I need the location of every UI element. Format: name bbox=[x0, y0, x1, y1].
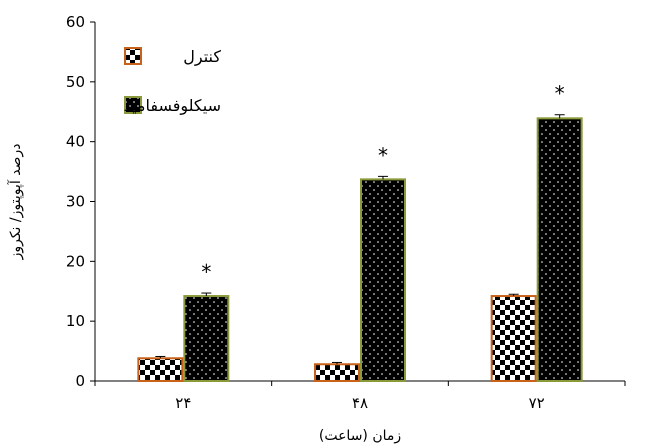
y-ticks: 0 10 20 30 40 50 60 bbox=[66, 13, 95, 390]
legend: کنترل سیکلوفسفامید bbox=[124, 47, 221, 116]
y-tick-label: 20 bbox=[66, 252, 85, 270]
significance-marker: * bbox=[201, 260, 211, 284]
bar bbox=[490, 295, 537, 382]
bar bbox=[183, 295, 230, 382]
y-tick-label: 0 bbox=[75, 372, 85, 390]
y-tick-label: 30 bbox=[66, 193, 85, 211]
error-bars bbox=[155, 114, 565, 365]
bar bbox=[536, 117, 583, 382]
x-tick-label: ۴۸ bbox=[352, 394, 368, 412]
legend-swatch-cyclophosphamide bbox=[124, 96, 142, 114]
significance-marker: * bbox=[555, 82, 565, 106]
legend-item-cyclophosphamide: سیکلوفسفامید bbox=[124, 96, 221, 116]
significance-labels: * * * bbox=[201, 82, 564, 284]
legend-label-cyclophosphamide: سیکلوفسفامید bbox=[124, 96, 221, 116]
x-tick-label: ۲۴ bbox=[175, 394, 191, 412]
bar bbox=[314, 363, 360, 383]
bar bbox=[137, 357, 184, 383]
bar bbox=[360, 178, 406, 382]
y-tick-label: 10 bbox=[66, 312, 85, 330]
legend-item-control: کنترل bbox=[124, 47, 221, 67]
x-ticks: ۲۴ ۴۸ ۷۲ bbox=[94, 381, 626, 412]
y-tick-label: 60 bbox=[66, 13, 85, 31]
legend-label-control: کنترل bbox=[183, 47, 221, 67]
y-tick-label: 50 bbox=[66, 73, 85, 91]
x-tick-label: ۷۲ bbox=[529, 394, 545, 412]
x-axis-title: زمان (ساعت) bbox=[319, 428, 401, 444]
bars bbox=[137, 117, 583, 383]
y-tick-label: 40 bbox=[66, 133, 85, 151]
legend-swatch-control bbox=[124, 47, 142, 65]
significance-marker: * bbox=[378, 143, 388, 167]
y-axis-title: درصد آپوپتوز/ نکروز bbox=[7, 144, 24, 261]
